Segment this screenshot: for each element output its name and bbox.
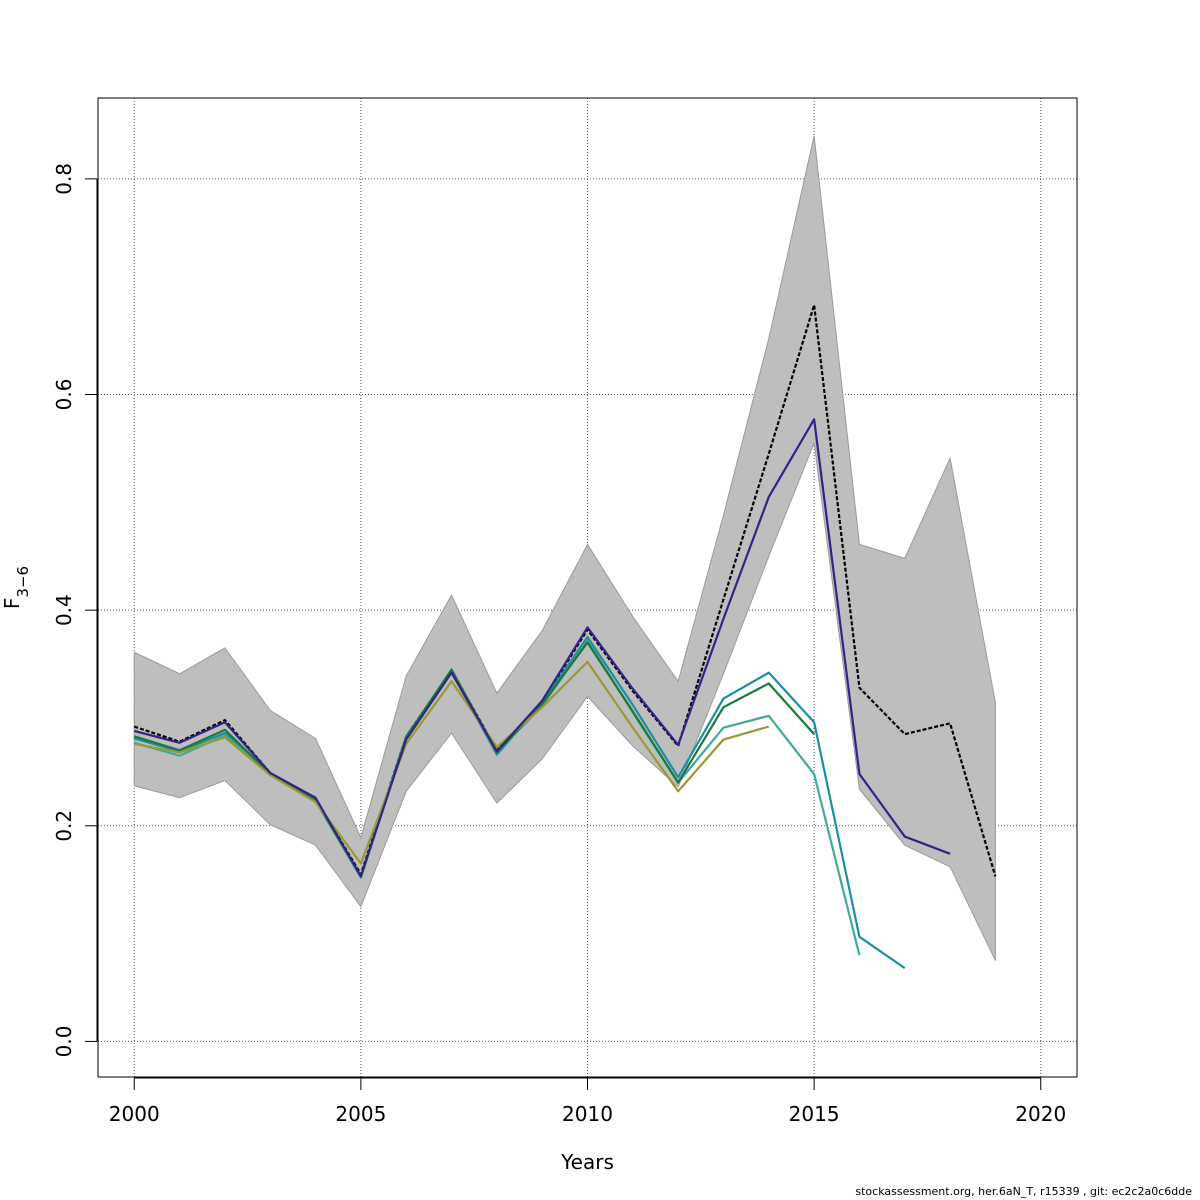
plot-frame — [97, 97, 1078, 1078]
series-line-5 — [134, 660, 770, 865]
confidence-band — [133, 135, 996, 961]
y-tick-label: 0.0 — [52, 1026, 76, 1058]
x-axis-label: Years — [560, 1150, 614, 1174]
y-axis-label-subscript: 3−6 — [14, 566, 32, 598]
axes: 2000 2005 2010 2015 2020 0.0 0.2 0.4 0.6 0.8 — [52, 163, 1066, 1126]
x-tick-label: 2005 — [335, 1102, 386, 1126]
x-tick-label: 2020 — [1015, 1102, 1066, 1126]
y-axis-label-main: F — [0, 598, 24, 610]
x-tick-label: 2000 — [109, 1102, 160, 1126]
series-layer — [133, 303, 997, 970]
x-tick-label: 2015 — [789, 1102, 840, 1126]
series-line-6 — [133, 418, 951, 878]
confidence-band-layer — [133, 135, 996, 961]
y-tick-label: 0.4 — [52, 594, 76, 626]
y-tick-label: 0.8 — [52, 163, 76, 195]
footer-credit: stockassessment.org, her.6aN_T, r15339 ,… — [855, 1185, 1192, 1198]
y-tick-label: 0.6 — [52, 379, 76, 411]
x-tick-label: 2010 — [562, 1102, 613, 1126]
y-axis-label: F3−6 — [0, 566, 32, 609]
y-tick-label: 0.2 — [52, 810, 76, 842]
